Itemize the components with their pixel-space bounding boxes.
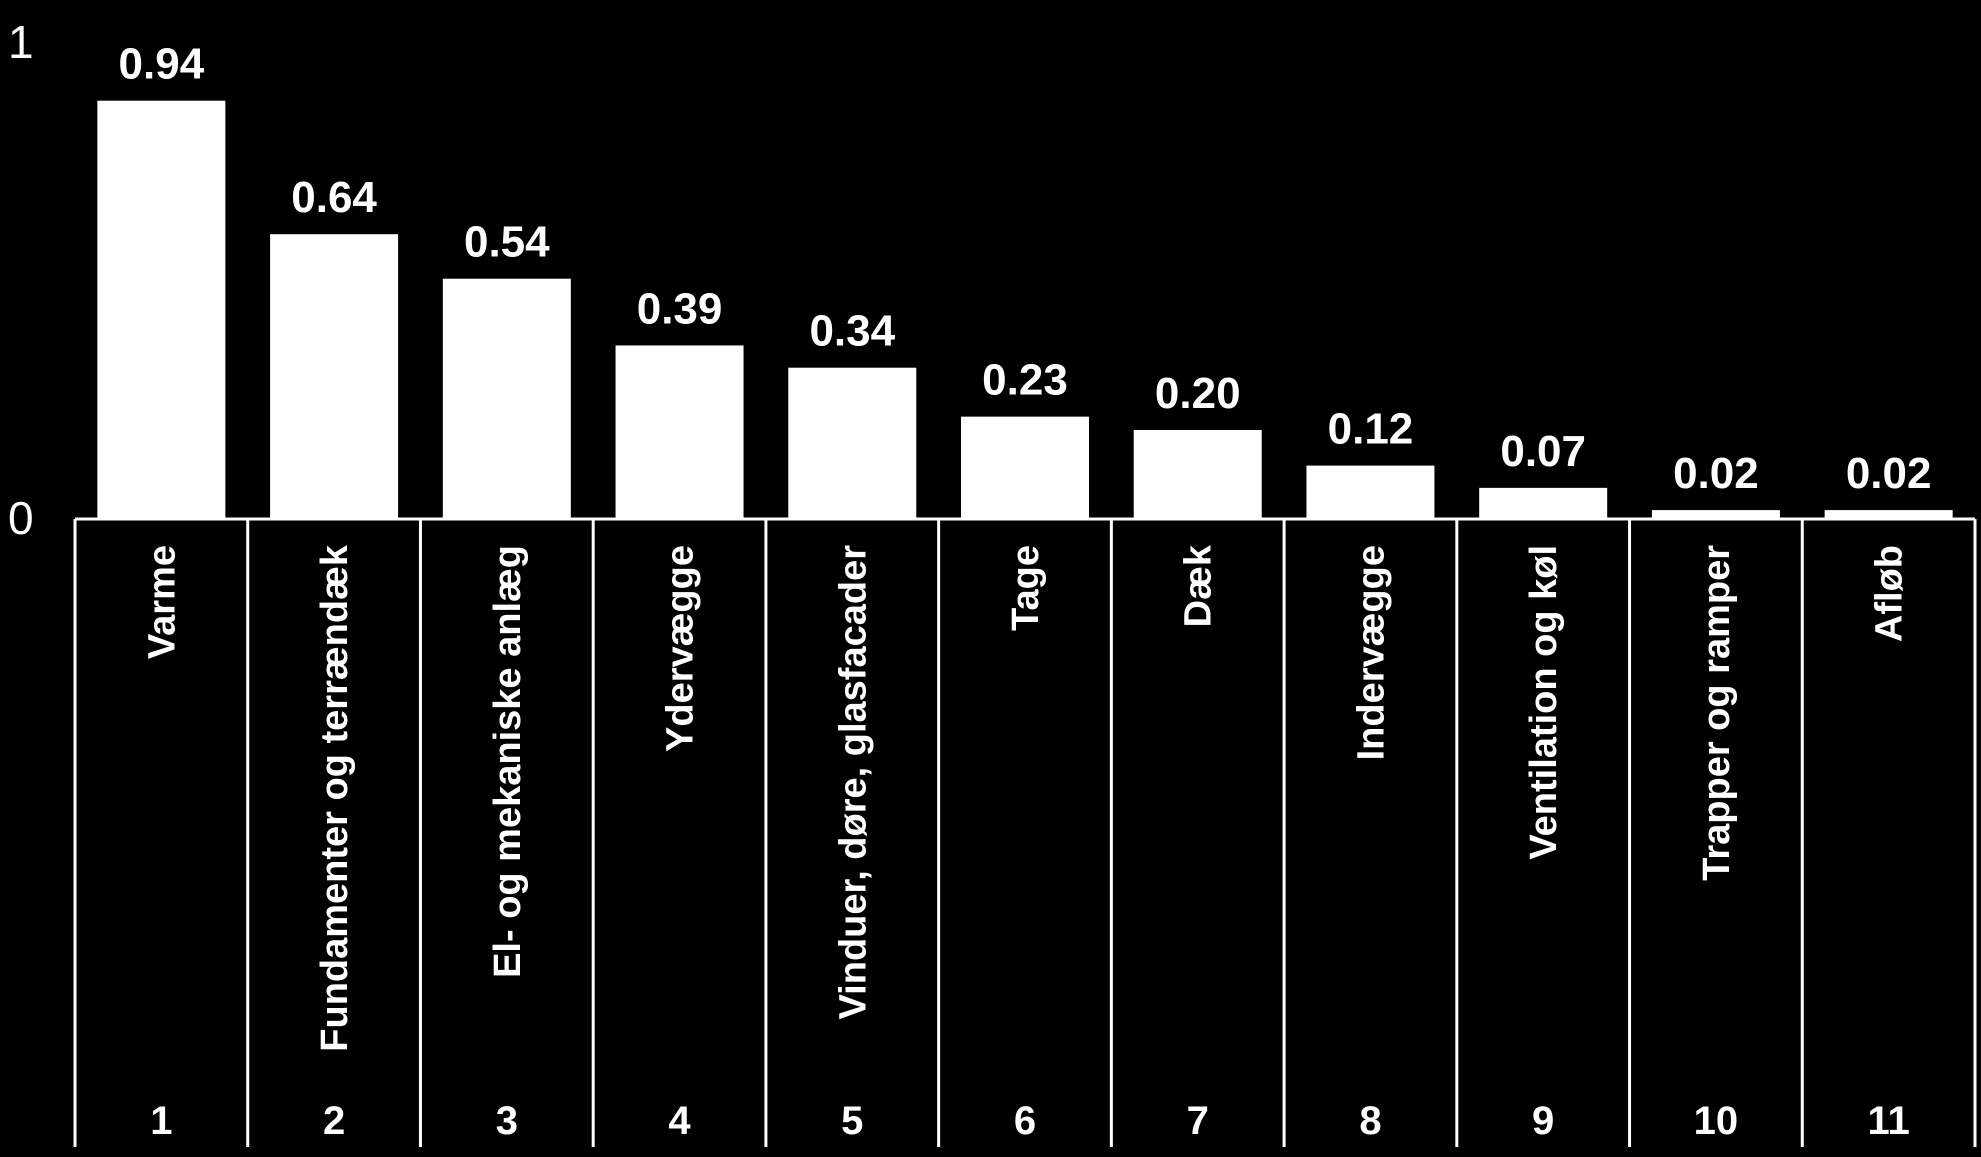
category-label: Indervægge xyxy=(1350,545,1392,760)
bar xyxy=(1479,487,1608,519)
data-label: 0.02 xyxy=(1673,449,1759,498)
y-tick-label: 1 xyxy=(8,16,34,68)
rank-label: 4 xyxy=(668,1099,691,1143)
bar xyxy=(1824,510,1953,519)
data-label: 0.07 xyxy=(1500,427,1586,476)
bar xyxy=(615,345,744,519)
data-label: 0.54 xyxy=(464,218,550,267)
y-tick-label: 0 xyxy=(8,492,34,544)
bar xyxy=(270,234,399,519)
category-label: Vinduer, døre, glasfacader xyxy=(832,545,874,1020)
bar xyxy=(1306,465,1435,519)
rank-label: 1 xyxy=(150,1099,172,1143)
rank-label: 11 xyxy=(1867,1099,1909,1143)
category-label: El- og mekaniske anlæg xyxy=(487,545,529,978)
category-label: Trapper og ramper xyxy=(1696,545,1738,881)
rank-label: 5 xyxy=(841,1099,863,1143)
bar xyxy=(961,416,1089,519)
bar xyxy=(788,367,917,519)
rank-label: 10 xyxy=(1694,1099,1739,1143)
data-label: 0.94 xyxy=(119,40,205,89)
bar xyxy=(1133,430,1262,519)
data-label: 0.20 xyxy=(1155,369,1241,418)
bar xyxy=(442,278,571,519)
rank-label: 6 xyxy=(1014,1099,1036,1143)
bars-group xyxy=(97,100,1953,519)
category-label: Ydervægge xyxy=(660,545,702,752)
labels-group: 0.94 Varme 1 0.64 Fundamenter og terrændæk 2 0… xyxy=(119,40,1932,1143)
category-label: Dæk xyxy=(1178,544,1220,627)
data-label: 0.34 xyxy=(809,307,895,356)
rank-label: 9 xyxy=(1532,1099,1554,1143)
data-label: 0.02 xyxy=(1846,449,1932,498)
data-label: 0.12 xyxy=(1328,405,1414,454)
data-label: 0.39 xyxy=(637,284,723,333)
rank-label: 7 xyxy=(1187,1099,1209,1143)
category-label: Tage xyxy=(1005,545,1047,631)
category-grid xyxy=(73,517,1977,1147)
data-label: 0.64 xyxy=(291,173,377,222)
data-label: 0.23 xyxy=(982,356,1068,405)
category-label: Afløb xyxy=(1869,545,1911,642)
bar xyxy=(97,100,226,519)
category-label: Varme xyxy=(141,545,183,659)
rank-label: 8 xyxy=(1359,1099,1381,1143)
bar xyxy=(1651,510,1780,519)
rank-label: 3 xyxy=(496,1099,518,1143)
category-label: Fundamenter og terrændæk xyxy=(314,544,356,1052)
rank-label: 2 xyxy=(323,1099,345,1143)
y-axis: 1 0 xyxy=(8,16,34,544)
category-label: Ventilation og køl xyxy=(1523,545,1565,860)
